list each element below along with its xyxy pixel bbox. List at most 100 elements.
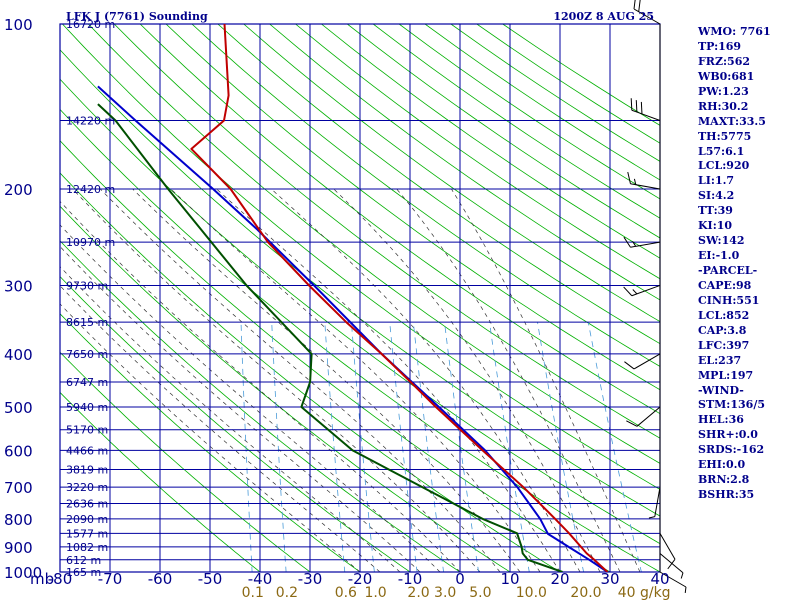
height-label: 5170 m [66, 424, 108, 437]
pressure-tick-label: 100 [4, 16, 33, 34]
height-label: 612 m [66, 554, 101, 567]
wind-barb-staff [659, 571, 687, 588]
sounding-index: SHR+:0.0 [698, 428, 758, 442]
height-label: 3220 m [66, 481, 108, 494]
sounding-index: PW:1.23 [698, 84, 749, 98]
height-label: 6747 m [66, 376, 108, 389]
wind-barb-staff [631, 284, 661, 297]
moist-adiabat [60, 303, 361, 572]
wind-barb [623, 236, 661, 248]
wind-barb-flag [640, 101, 643, 114]
sounding-index: -WIND- [698, 383, 744, 397]
moist-adiabat [170, 188, 541, 572]
sounding-index: SW:142 [698, 234, 745, 248]
height-label: 16720 m [66, 18, 115, 31]
wind-barb [659, 533, 676, 570]
sounding-index: CINH:551 [698, 293, 760, 307]
wind-barb-staff [630, 183, 661, 190]
sounding-index: RH:30.2 [698, 99, 749, 113]
pressure-tick-label: 900 [4, 539, 33, 557]
wind-barb-flag [667, 559, 676, 570]
mixing-ratio-label: 20.0 [570, 585, 601, 600]
sounding-index: L57:6.1 [698, 144, 745, 158]
mixing-ratio-label: 0.2 [276, 585, 298, 600]
temperature-tick-label: 30 [600, 570, 619, 588]
sounding-index: TP:169 [698, 39, 742, 53]
sounding-index: LFC:397 [698, 338, 750, 352]
sounding-index: FRZ:562 [698, 54, 751, 68]
parcel-trace [97, 85, 609, 572]
temperature-trace [190, 24, 609, 572]
wind-barb-flag [680, 572, 684, 579]
height-label: 10970 m [66, 236, 115, 249]
height-label: 9730 m [66, 279, 108, 292]
wind-barb-staff [659, 533, 676, 560]
height-label: 1577 m [66, 527, 108, 540]
temperature-tick-label: -80 [48, 570, 73, 588]
temperature-tick-label: 10 [500, 570, 519, 588]
dry-adiabat [60, 391, 261, 572]
height-label: 7650 m [66, 348, 108, 361]
sounding-index: TT:39 [698, 204, 733, 218]
temperature-tick-label: -30 [298, 570, 323, 588]
wind-barb-flag [632, 289, 638, 295]
sounding-index: EHI:0.0 [698, 458, 746, 472]
sounding-index: HEL:36 [698, 413, 744, 427]
dry-adiabat [60, 351, 311, 572]
sounding-index: STM:136/5 [698, 398, 765, 412]
moist-adiabat [72, 188, 481, 572]
dry-adiabat [113, 24, 660, 439]
moist-adiabat [396, 188, 621, 572]
sounding-index: BSHR:35 [698, 488, 755, 502]
height-label: 4466 m [66, 444, 108, 457]
height-label: 14220 m [66, 114, 115, 127]
pressure-tick-label: 400 [4, 346, 33, 364]
wind-barb [626, 406, 661, 427]
wind-barb-flag [638, 0, 641, 12]
wind-barb-flag [630, 98, 633, 111]
mixing-ratio-line [587, 322, 642, 572]
wind-barb-flag [684, 586, 687, 594]
wind-barb-flag [635, 100, 638, 113]
wind-barb [624, 353, 661, 370]
mixing-ratio-line [389, 322, 418, 572]
sounding-index: WB0:681 [698, 69, 755, 83]
mixing-ratio-line [351, 322, 375, 572]
wind-barb-flag [633, 178, 637, 185]
moist-adiabat [132, 188, 521, 572]
height-label: 12420 m [66, 183, 115, 196]
sounding-index: KI:10 [698, 219, 733, 233]
wind-barb-flag [623, 286, 633, 297]
pressure-tick-label: 500 [4, 399, 33, 417]
dry-adiabat [60, 313, 361, 572]
wind-barb [627, 171, 661, 190]
wind-barb-flag [633, 0, 636, 10]
valid-time: 1200Z 8 AUG 25 [553, 10, 654, 23]
pressure-tick-label: 1000 [4, 564, 42, 582]
pressure-tick-label: 800 [4, 511, 33, 529]
wind-barb-flag [626, 420, 638, 427]
mixing-ratio-line [324, 322, 346, 572]
temperature-tick-label: 40 [650, 570, 669, 588]
wind-barb-flag [627, 171, 631, 184]
sounding-index: LI:1.7 [698, 174, 735, 188]
wind-barb [659, 571, 687, 594]
sounding-index: WMO: 7761 [698, 25, 771, 38]
moist-adiabat [271, 188, 581, 572]
temperature-tick-label: -50 [198, 570, 223, 588]
mixing-ratio-label: 2.0 [407, 585, 429, 600]
wind-barb-staff [631, 109, 661, 121]
sounding-index: EI:-1.0 [698, 249, 740, 263]
wind-barb [633, 0, 661, 25]
mixing-ratio-label: 10.0 [516, 585, 547, 600]
height-label: 165 m [66, 566, 101, 579]
dewpoint-trace [97, 103, 563, 572]
mixing-ratio-label: 3.0 [434, 585, 456, 600]
wind-barb-flag [624, 361, 635, 370]
temperature-tick-label: -10 [398, 570, 423, 588]
wind-barb-staff [636, 406, 661, 427]
height-label: 5940 m [66, 401, 108, 414]
temperature-tick-label: -70 [98, 570, 123, 588]
temperature-tick-label: -40 [248, 570, 273, 588]
